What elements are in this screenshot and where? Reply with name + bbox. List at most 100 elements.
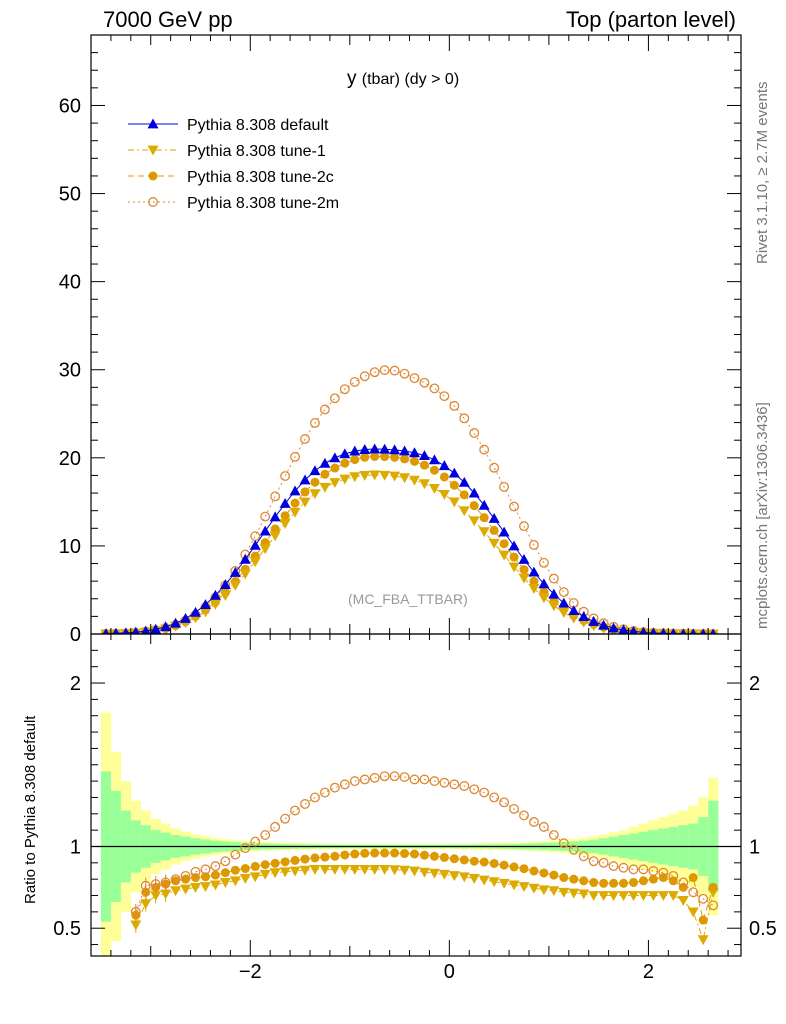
axis-ticks: 0 10 20 30 40 50 60 −2 0 2 0.5 0.5 1 1 2 2 bbox=[53, 35, 777, 983]
data-point bbox=[409, 475, 421, 486]
ratio-point bbox=[240, 864, 250, 874]
ratio-point bbox=[150, 879, 161, 890]
ratio-point bbox=[479, 787, 490, 798]
data-point bbox=[448, 467, 460, 478]
data-point bbox=[389, 471, 401, 482]
data-point bbox=[339, 474, 351, 485]
ratio-point bbox=[599, 878, 609, 888]
ratio-point bbox=[299, 865, 311, 876]
data-point bbox=[141, 625, 151, 634]
ratio-y-tick-label: 1 bbox=[70, 836, 81, 858]
data-point bbox=[400, 454, 410, 464]
ratio-y-tick-label: 0.5 bbox=[53, 918, 81, 940]
data-point bbox=[359, 444, 371, 454]
legend-entry: Pythia 8.308 default bbox=[128, 117, 329, 134]
legend-label: Pythia 8.308 tune-1 bbox=[187, 143, 326, 160]
data-point bbox=[428, 454, 440, 465]
ratio-point bbox=[708, 900, 719, 911]
ratio-point bbox=[528, 883, 540, 894]
ratio-series-circle-open bbox=[130, 771, 719, 920]
ratio-point bbox=[588, 891, 600, 902]
data-point bbox=[369, 443, 381, 454]
data-point bbox=[320, 469, 330, 479]
data-point bbox=[538, 578, 550, 589]
ratio-point bbox=[458, 872, 470, 883]
series-line bbox=[105, 455, 714, 634]
data-point bbox=[618, 624, 629, 634]
ratio-point bbox=[519, 864, 529, 874]
data-point bbox=[229, 580, 241, 591]
data-point bbox=[558, 587, 569, 598]
data-point bbox=[180, 612, 192, 623]
ratio-point bbox=[270, 821, 281, 832]
ratio-point bbox=[220, 856, 231, 867]
ratio-point bbox=[140, 899, 152, 910]
ratio-point bbox=[219, 878, 231, 888]
data-point bbox=[418, 450, 430, 461]
data-point bbox=[339, 384, 350, 395]
ratio-point bbox=[698, 893, 709, 904]
data-point bbox=[449, 400, 460, 411]
ratio-point bbox=[499, 860, 509, 870]
ratio-point bbox=[558, 838, 569, 849]
data-point bbox=[548, 601, 560, 612]
data-point bbox=[499, 539, 509, 549]
ratio-point bbox=[637, 891, 649, 902]
data-point bbox=[479, 513, 489, 523]
ratio-point bbox=[329, 782, 340, 793]
data-point bbox=[209, 599, 221, 610]
ratio-point bbox=[539, 868, 549, 878]
ratio-point bbox=[519, 810, 529, 821]
ratio-point bbox=[498, 878, 510, 889]
data-point bbox=[449, 480, 459, 490]
ratio-point bbox=[667, 891, 679, 902]
data-point bbox=[300, 434, 310, 444]
data-point bbox=[498, 550, 510, 561]
ratio-point bbox=[419, 774, 430, 785]
ratio-point bbox=[270, 858, 280, 868]
ratio-point bbox=[260, 860, 270, 870]
ratio-point bbox=[130, 906, 141, 917]
data-point bbox=[259, 544, 271, 555]
y-tick-label: 0 bbox=[70, 624, 81, 646]
data-point bbox=[458, 506, 470, 517]
ratio-point bbox=[618, 862, 629, 873]
ratio-point bbox=[439, 777, 450, 788]
ratio-point bbox=[697, 935, 709, 946]
ratio-point bbox=[349, 776, 360, 787]
ratio-point bbox=[449, 779, 460, 790]
ratio-point bbox=[330, 851, 340, 861]
data-point bbox=[429, 383, 440, 394]
ratio-point bbox=[190, 866, 201, 877]
data-point bbox=[290, 498, 300, 508]
legend: Pythia 8.308 default Pythia 8.308 tune-1 P… bbox=[128, 117, 339, 212]
ratio-point bbox=[439, 852, 449, 862]
ratio-point bbox=[229, 876, 241, 887]
data-point bbox=[349, 445, 361, 456]
ratio-point bbox=[598, 857, 609, 868]
y-tick-label: 20 bbox=[59, 448, 81, 470]
ratio-point bbox=[400, 849, 410, 859]
data-point bbox=[330, 463, 340, 473]
data-point bbox=[508, 540, 520, 551]
ratio-point bbox=[678, 877, 689, 888]
ratio-point bbox=[380, 848, 390, 858]
data-point bbox=[438, 489, 450, 500]
y-tick-label: 50 bbox=[59, 184, 81, 206]
watermark: (MC_FBA_TTBAR) bbox=[348, 591, 468, 607]
data-point bbox=[190, 606, 202, 617]
ratio-point bbox=[359, 774, 370, 785]
data-point bbox=[519, 521, 529, 532]
data-point bbox=[379, 443, 391, 454]
ratio-point bbox=[390, 848, 400, 858]
y-tick-label: 30 bbox=[59, 360, 81, 382]
legend-label: Pythia 8.308 tune-2m bbox=[187, 195, 339, 212]
data-point bbox=[300, 487, 310, 497]
ratio-point bbox=[300, 799, 310, 809]
ratio-y-tick-label-right: 1 bbox=[749, 836, 760, 858]
x-tick-label: −2 bbox=[239, 961, 262, 983]
data-point bbox=[680, 628, 687, 634]
data-point bbox=[319, 482, 331, 493]
ratio-point bbox=[658, 867, 669, 878]
data-point bbox=[448, 497, 460, 508]
